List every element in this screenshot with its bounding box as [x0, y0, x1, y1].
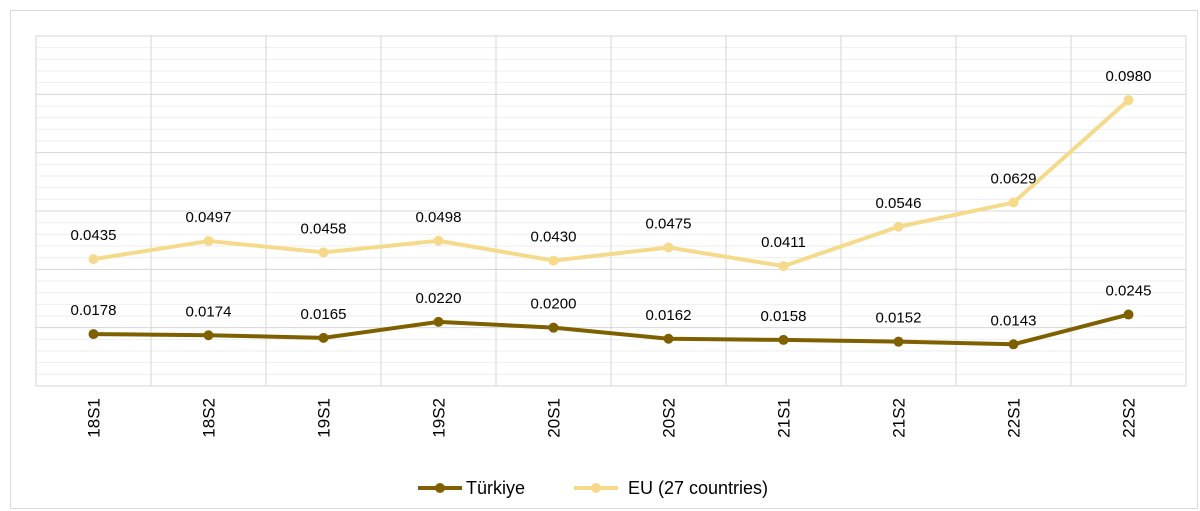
x-tick-label: 18S2 [200, 398, 219, 438]
x-axis-tick-labels: 18S1 18S2 19S1 19S2 20S1 20S2 21S1 21S2 22S1 22S2 [85, 398, 1139, 438]
data-label: 0.0546 [876, 195, 922, 212]
data-label: 0.0458 [301, 220, 347, 237]
data-label: 0.0435 [71, 227, 117, 244]
series-line-1 [93, 98, 1130, 269]
data-point [1123, 309, 1134, 320]
x-tick-label: 22S2 [1120, 398, 1139, 438]
data-point [88, 254, 99, 265]
data-point [88, 329, 99, 340]
data-label: 0.0152 [876, 310, 922, 327]
data-point [663, 333, 674, 344]
data-point [203, 330, 214, 341]
data-label: 0.0411 [761, 234, 806, 251]
data-label: 0.0143 [991, 312, 1037, 329]
x-tick-label: 19S1 [315, 398, 334, 438]
data-label: 0.0174 [186, 303, 232, 320]
data-label: 0.0980 [1106, 68, 1152, 85]
data-labels: 0.0178 0.0174 0.0165 0.0220 0.0200 0.0162 0.01… [71, 68, 1152, 329]
data-point [318, 247, 329, 258]
x-tick-label: 19S2 [430, 398, 449, 438]
x-tick-label: 21S1 [775, 398, 794, 438]
legend: Türkiye EU (27 countries) [418, 478, 768, 498]
data-point [778, 261, 789, 272]
series-lines [88, 95, 1134, 350]
data-point [433, 235, 444, 246]
data-point [548, 322, 559, 333]
data-label: 0.0475 [646, 215, 692, 232]
data-label: 0.0200 [531, 296, 577, 313]
data-label: 0.0497 [186, 209, 232, 226]
data-label: 0.0430 [531, 229, 577, 246]
data-label: 0.0245 [1106, 283, 1152, 300]
data-point [1123, 95, 1134, 106]
data-point [433, 316, 444, 327]
x-tick-label: 18S1 [85, 398, 104, 438]
legend-swatch-marker [591, 483, 601, 493]
data-label: 0.0158 [761, 308, 807, 325]
data-label: 0.0162 [646, 307, 692, 324]
data-label: 0.0178 [71, 302, 117, 319]
legend-swatch-marker [435, 483, 445, 493]
data-point [893, 221, 904, 232]
x-tick-label: 22S1 [1005, 398, 1024, 438]
data-label: 0.0165 [301, 306, 347, 323]
legend-label: Türkiye [466, 478, 525, 498]
data-point [548, 255, 559, 266]
chart-frame [10, 10, 1198, 509]
x-tick-label: 21S2 [890, 398, 909, 438]
data-label: 0.0629 [991, 171, 1037, 188]
legend-label: EU (27 countries) [628, 478, 768, 498]
x-tick-label: 20S1 [545, 398, 564, 438]
series-line-0 [93, 312, 1130, 347]
data-point [893, 336, 904, 347]
data-point [778, 334, 789, 345]
data-label: 0.0498 [416, 209, 462, 226]
x-tick-label: 20S2 [660, 398, 679, 438]
data-point [1008, 197, 1019, 208]
grid-lines [35, 35, 1187, 387]
data-point [1008, 339, 1019, 350]
data-point [318, 332, 329, 343]
data-point [663, 242, 674, 253]
data-point [203, 236, 214, 247]
data-label: 0.0220 [416, 290, 462, 307]
